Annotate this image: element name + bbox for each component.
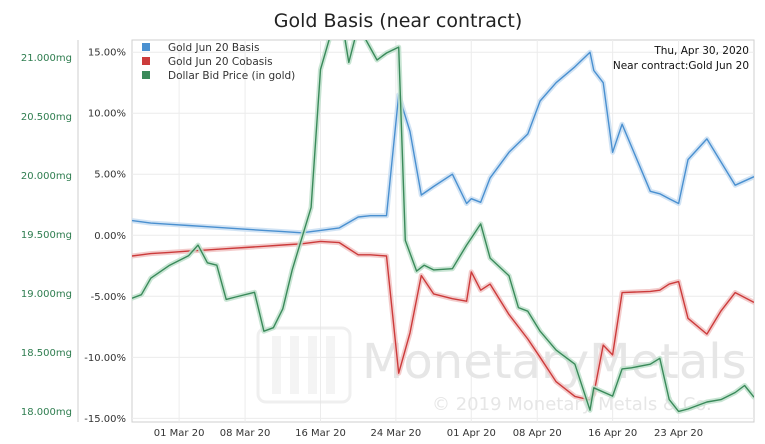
legend-swatch bbox=[142, 71, 150, 79]
y-right-tick-label: 15.00% bbox=[88, 48, 126, 59]
series-line bbox=[132, 51, 754, 234]
series-line bbox=[132, 40, 754, 413]
legend-swatch bbox=[142, 57, 150, 65]
watermark-copyright: © 2019 Monetary Metals & Co. bbox=[432, 394, 712, 415]
x-tick-label: 08 Apr 20 bbox=[513, 428, 562, 439]
y-right-tick-label: -10.00% bbox=[84, 353, 126, 364]
series-dollar-bid-price-in-gold- bbox=[132, 40, 754, 414]
legend: Gold Jun 20 Basis Gold Jun 20 Cobasis Doll… bbox=[142, 42, 295, 82]
watermark-logo bbox=[256, 326, 352, 404]
series-layer bbox=[132, 40, 754, 414]
y-right-tick-label: 0.00% bbox=[94, 231, 126, 242]
x-tick-label: 01 Mar 20 bbox=[154, 428, 205, 439]
y-left-tick-label: 18.000mg bbox=[21, 407, 72, 418]
info-date: Thu, Apr 30, 2020 bbox=[653, 45, 749, 57]
x-tick-label: 16 Apr 20 bbox=[588, 428, 637, 439]
series-gold-jun-20-cobasis bbox=[132, 238, 754, 403]
y-right-tick-label: -15.00% bbox=[84, 414, 126, 425]
y-right-tick-label: 5.00% bbox=[94, 170, 126, 181]
x-tick-label: 08 Mar 20 bbox=[220, 428, 271, 439]
legend-swatch bbox=[142, 43, 150, 51]
x-tick-label: 01 Apr 20 bbox=[447, 428, 496, 439]
y-left-tick-label: 20.500mg bbox=[21, 112, 72, 123]
x-tick-label: 16 Mar 20 bbox=[295, 428, 346, 439]
legend-label: Dollar Bid Price (in gold) bbox=[168, 70, 295, 82]
legend-label: Gold Jun 20 Basis bbox=[168, 42, 259, 54]
x-tick-label: 23 Apr 20 bbox=[654, 428, 703, 439]
y-left-tick-label: 18.500mg bbox=[21, 348, 72, 359]
x-axis: 01 Mar 20 08 Mar 20 16 Mar 20 24 Mar 20 01 A… bbox=[154, 428, 703, 439]
chart-title: Gold Basis (near contract) bbox=[274, 10, 522, 32]
right-axis: 15.00% 10.00% 5.00% 0.00% -5.00% -10.00% -15.0… bbox=[84, 48, 126, 425]
y-left-tick-label: 21.000mg bbox=[21, 53, 72, 64]
y-left-tick-label: 19.500mg bbox=[21, 230, 72, 241]
series-gold-jun-20-basis bbox=[132, 49, 754, 236]
left-axis: 21.000mg 20.500mg 20.000mg 19.500mg 19.000mg… bbox=[21, 40, 79, 422]
x-tick-label: 24 Mar 20 bbox=[371, 428, 422, 439]
info-near-contract: Near contract:Gold Jun 20 bbox=[613, 60, 749, 72]
watermark: MonetaryMetals © 2019 Monetary Metals & … bbox=[256, 326, 747, 415]
series-line bbox=[132, 240, 754, 401]
y-right-tick-label: 10.00% bbox=[88, 109, 126, 120]
y-left-tick-label: 20.000mg bbox=[21, 171, 72, 182]
legend-label: Gold Jun 20 Cobasis bbox=[168, 56, 273, 68]
y-left-tick-label: 19.000mg bbox=[21, 289, 72, 300]
y-right-tick-label: -5.00% bbox=[91, 292, 126, 303]
